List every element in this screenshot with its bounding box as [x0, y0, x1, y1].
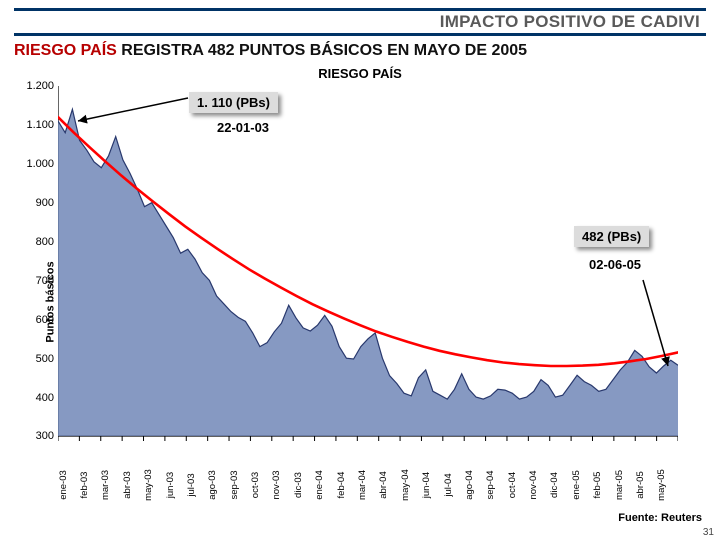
plot-svg: [58, 86, 678, 442]
x-tick-label: nov-04: [528, 471, 539, 500]
y-tick-label: 1.100: [26, 119, 54, 131]
x-axis-ticks: ene-03feb-03mar-03abr-03may-03jun-03jul-…: [58, 439, 678, 485]
x-tick-label: nov-03: [271, 471, 282, 500]
slide-title: IMPACTO POSITIVO DE CADIVI: [440, 12, 700, 32]
x-tick-label: abr-05: [635, 472, 646, 499]
callout-right-box: 482 (PBs): [574, 226, 649, 247]
x-tick-label: feb-03: [79, 472, 90, 499]
x-tick-label: ene-04: [314, 471, 325, 501]
x-tick-label: dic-03: [293, 472, 304, 498]
x-tick-label: feb-05: [592, 472, 603, 499]
title-bar: IMPACTO POSITIVO DE CADIVI: [14, 8, 706, 36]
y-tick-label: 1.200: [26, 80, 54, 92]
y-tick-label: 1.000: [26, 158, 54, 170]
x-tick-label: jul-04: [443, 474, 454, 497]
x-tick-label: abr-03: [122, 472, 133, 499]
callout-left-date: 22-01-03: [217, 120, 269, 135]
y-tick-label: 700: [36, 275, 54, 287]
x-tick-label: may-04: [400, 470, 411, 502]
x-tick-label: mar-05: [614, 470, 625, 500]
y-axis-ticks: 3004005006007008009001.0001.1001.200: [18, 86, 58, 436]
x-tick-label: ene-05: [571, 471, 582, 501]
y-tick-label: 900: [36, 197, 54, 209]
x-tick-label: sep-03: [229, 471, 240, 500]
subtitle-accent: RIESGO PAÍS: [14, 42, 117, 59]
x-tick-label: sep-04: [485, 471, 496, 500]
x-tick-label: ene-03: [58, 471, 69, 501]
callout-left-box: 1. 110 (PBs): [189, 92, 278, 113]
source-text: Fuente: Reuters: [618, 512, 702, 524]
page-number: 31: [703, 527, 714, 538]
x-tick-label: ago-04: [464, 471, 475, 501]
x-tick-label: may-03: [143, 470, 154, 502]
x-tick-label: mar-04: [357, 470, 368, 500]
subtitle-rest: REGISTRA 482 PUNTOS BÁSICOS EN MAYO DE 2…: [117, 42, 527, 59]
x-tick-label: feb-04: [336, 472, 347, 499]
chart-title: RIESGO PAÍS: [14, 66, 706, 81]
x-tick-label: jun-04: [421, 472, 432, 498]
y-tick-label: 800: [36, 236, 54, 248]
x-tick-label: mar-03: [100, 470, 111, 500]
subtitle: RIESGO PAÍS REGISTRA 482 PUNTOS BÁSICOS …: [14, 42, 706, 60]
x-tick-label: jul-03: [186, 474, 197, 497]
x-tick-label: ago-03: [207, 471, 218, 501]
callout-right-date: 02-06-05: [589, 257, 641, 272]
x-tick-label: oct-04: [507, 472, 518, 498]
y-tick-label: 500: [36, 353, 54, 365]
y-tick-label: 400: [36, 392, 54, 404]
y-tick-label: 300: [36, 430, 54, 442]
y-tick-label: 600: [36, 314, 54, 326]
x-tick-label: jun-03: [165, 472, 176, 498]
chart-area: RIESGO PAÍS Puntos básicos 3004005006007…: [14, 66, 706, 486]
x-tick-label: dic-04: [549, 472, 560, 498]
x-tick-label: oct-03: [250, 472, 261, 498]
x-tick-label: abr-04: [378, 472, 389, 499]
x-tick-label: may-05: [656, 470, 667, 502]
